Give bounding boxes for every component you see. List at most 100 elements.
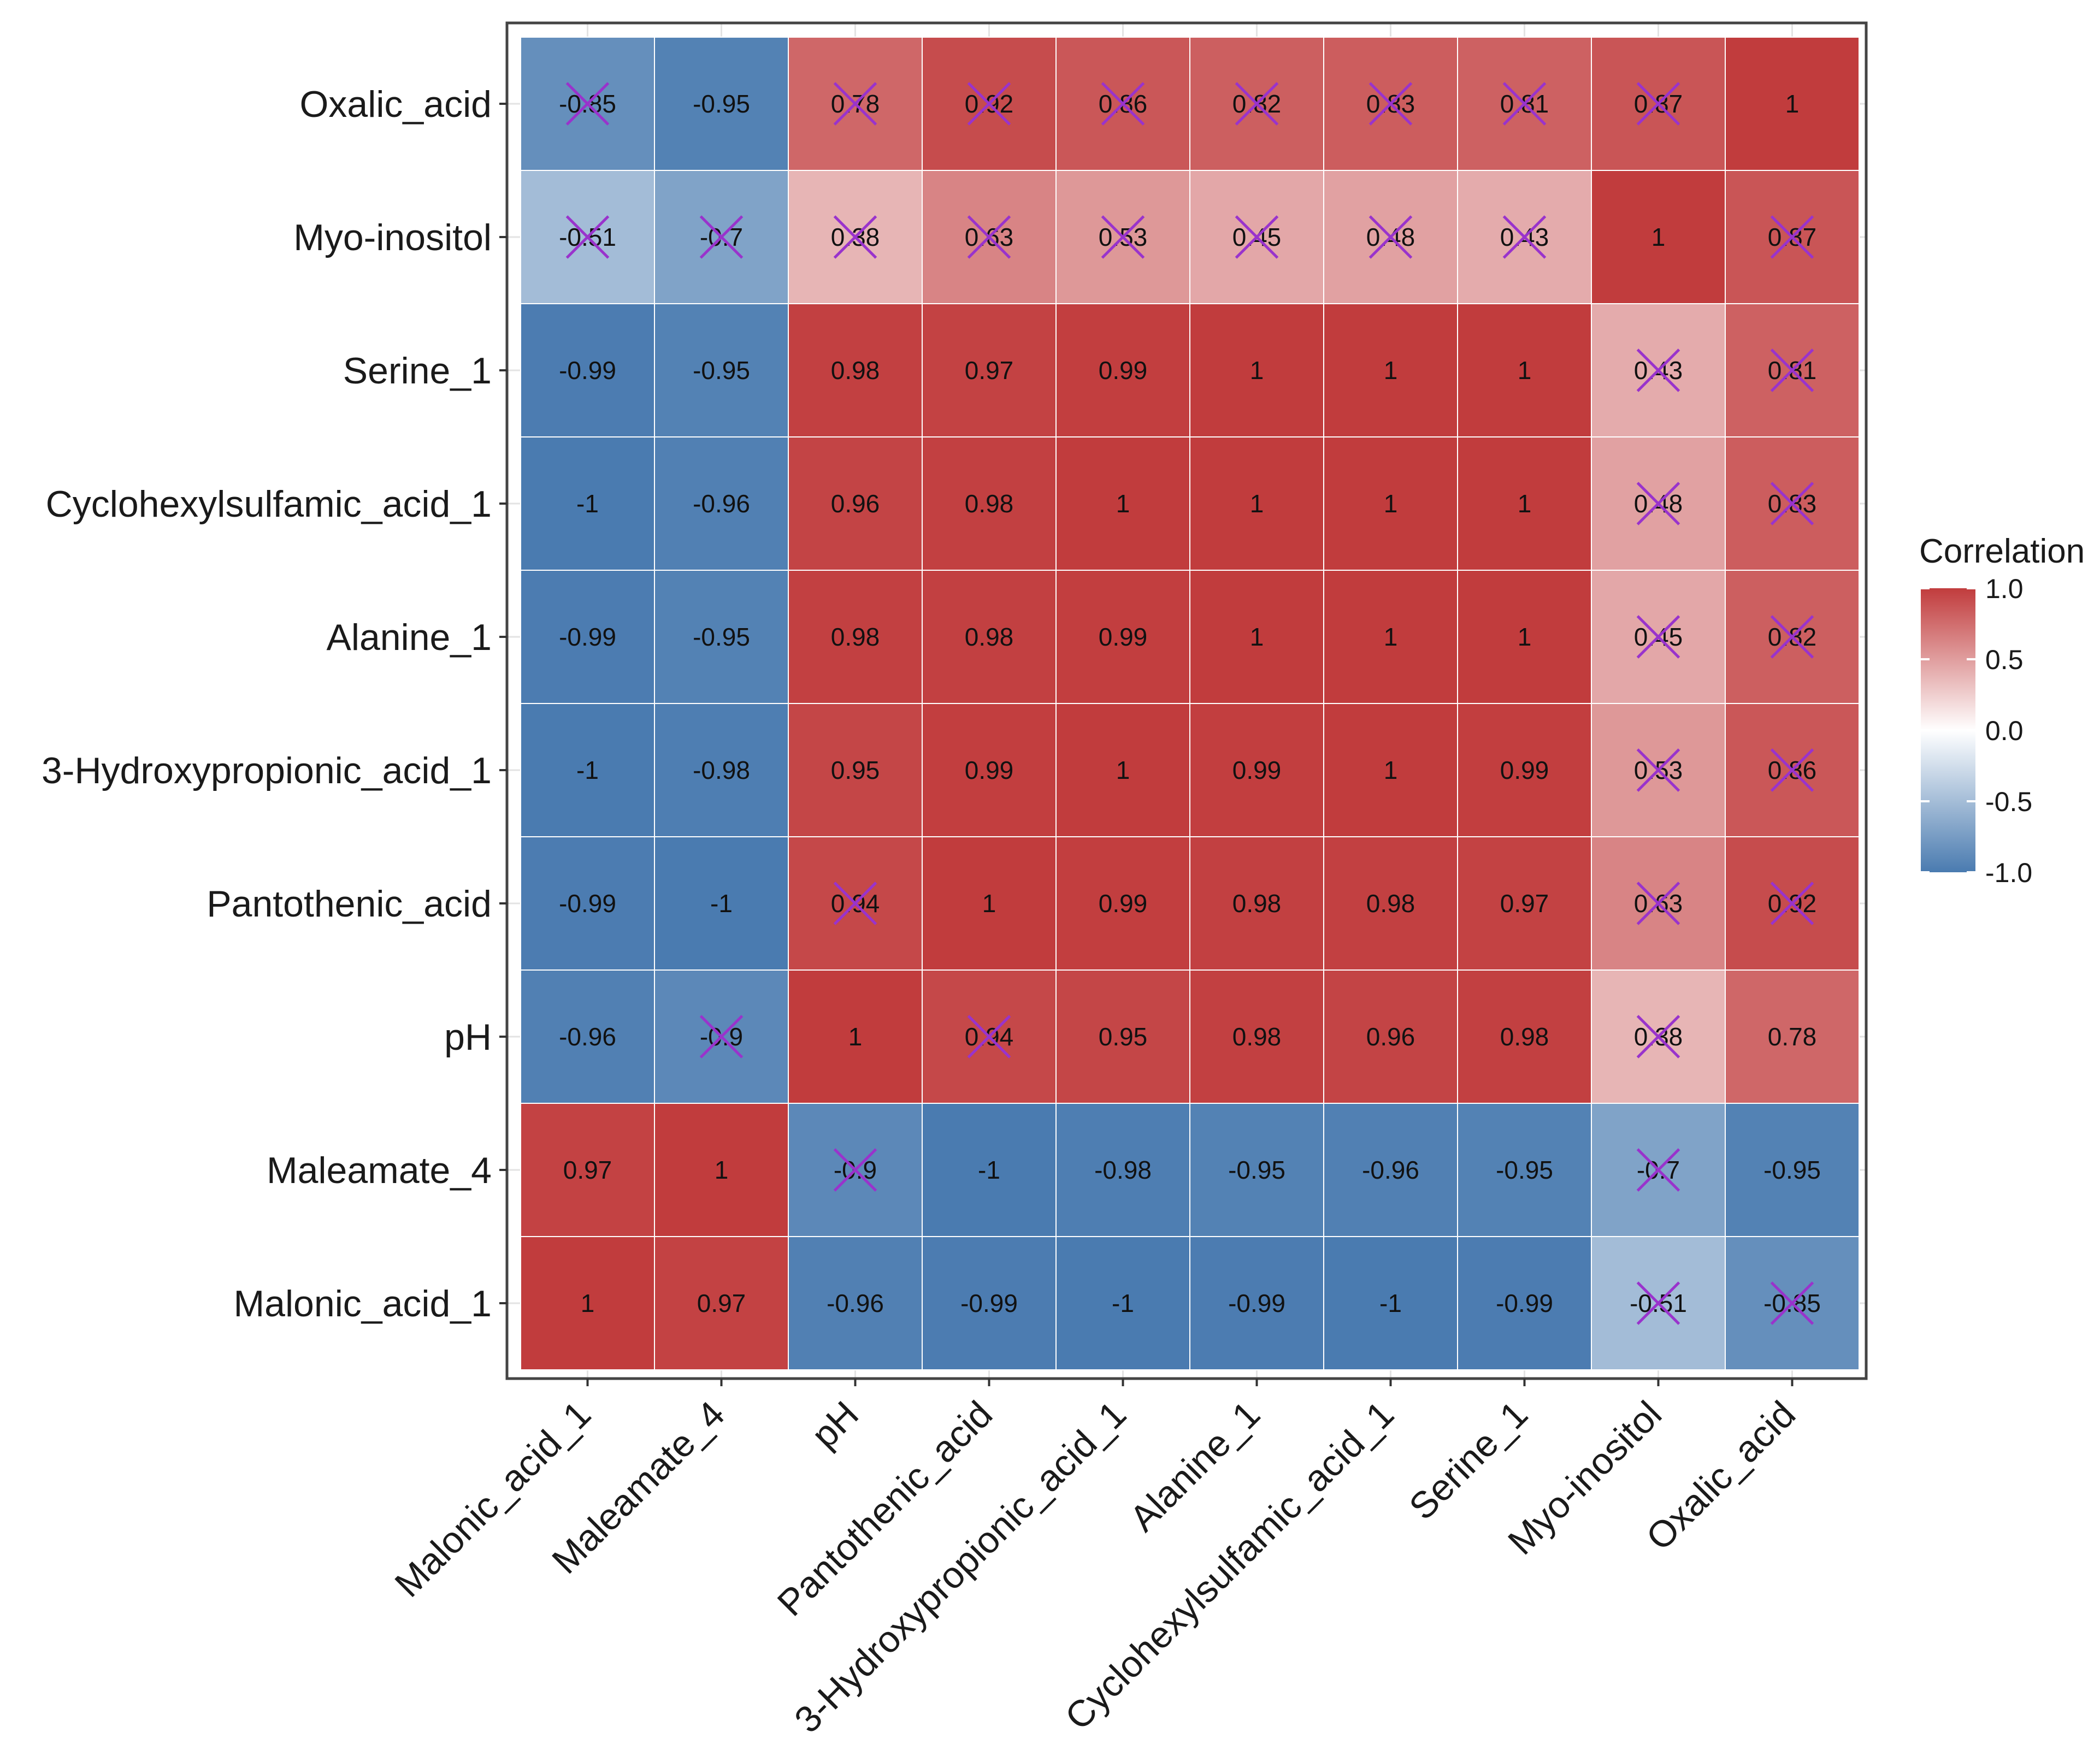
heatmap-cell bbox=[520, 836, 655, 971]
cell-label: 1 bbox=[1518, 356, 1532, 385]
cross-mark bbox=[1770, 215, 1814, 259]
cell-label: -0.95 bbox=[1496, 1156, 1553, 1184]
cross-mark bbox=[1770, 882, 1814, 925]
cross-mark bbox=[1636, 748, 1680, 792]
cross-mark bbox=[1636, 482, 1680, 525]
heatmap-cells bbox=[520, 37, 1860, 1370]
heatmap-cell bbox=[520, 303, 655, 437]
cell-label: -0.99 bbox=[1496, 1289, 1553, 1317]
heatmap-cell bbox=[1457, 37, 1592, 171]
cell-label: -0.95 bbox=[693, 623, 750, 651]
heatmap-cell bbox=[922, 1236, 1057, 1370]
heatmap-cell bbox=[922, 570, 1057, 704]
heatmap-cell bbox=[1055, 303, 1190, 437]
cell-label: -0.98 bbox=[1094, 1156, 1152, 1184]
cross-mark bbox=[699, 215, 744, 259]
cell-label: 0.98 bbox=[831, 356, 880, 385]
cell-label: -0.99 bbox=[960, 1289, 1018, 1317]
cell-label: 0.97 bbox=[563, 1156, 612, 1184]
cross-mark bbox=[699, 1015, 744, 1059]
cross-mark bbox=[1770, 348, 1814, 392]
cross-mark bbox=[1502, 82, 1547, 126]
legend-ticks: 1.0 0.5 0.0 -0.5 -1.0 bbox=[1921, 573, 2032, 888]
cell-label: 0.98 bbox=[831, 623, 880, 651]
cross-mark bbox=[833, 82, 877, 126]
cross-mark bbox=[967, 1015, 1011, 1059]
cell-label: 1 bbox=[1116, 756, 1130, 784]
heatmap-cell bbox=[1189, 703, 1324, 837]
cell-label: 0.97 bbox=[697, 1289, 746, 1317]
heatmap-cell bbox=[520, 436, 655, 571]
heatmap-cell bbox=[1323, 436, 1458, 571]
heatmap-cell bbox=[1457, 969, 1592, 1104]
cross-mark bbox=[1636, 882, 1680, 925]
cell-label: -0.96 bbox=[827, 1289, 884, 1317]
cell-label: 0.99 bbox=[1232, 756, 1282, 784]
heatmap-cell bbox=[654, 37, 789, 171]
cell-label: 0.78 bbox=[1768, 1022, 1817, 1051]
cell-label: 1 bbox=[1384, 623, 1398, 651]
cross-mark bbox=[1368, 215, 1413, 259]
cell-label: 1 bbox=[1250, 489, 1264, 518]
cell-label: 0.99 bbox=[965, 756, 1014, 784]
cross-mark bbox=[1101, 82, 1145, 126]
cross-mark bbox=[1636, 82, 1680, 126]
cell-label: 1 bbox=[1651, 223, 1666, 251]
cross-mark bbox=[967, 215, 1011, 259]
cell-label: -0.96 bbox=[693, 489, 750, 518]
cell-label: -0.96 bbox=[559, 1022, 616, 1051]
cell-label: -0.99 bbox=[559, 623, 616, 651]
cell-label: -0.95 bbox=[693, 90, 750, 118]
heatmap-cell bbox=[1457, 1103, 1592, 1237]
y-tick-label: Serine_1 bbox=[343, 350, 492, 392]
cell-label: 0.99 bbox=[1099, 889, 1148, 918]
heatmap-cell bbox=[1725, 37, 1860, 171]
heatmap-cell bbox=[520, 703, 655, 837]
cross-mark bbox=[833, 215, 877, 259]
heatmap-cell bbox=[1725, 969, 1860, 1104]
panel-border bbox=[505, 21, 1868, 1380]
heatmap-cell bbox=[1323, 969, 1458, 1104]
cross-mark bbox=[1770, 482, 1814, 525]
heatmap-cell bbox=[1457, 836, 1592, 971]
cross-mark bbox=[1235, 215, 1279, 259]
cross-mark bbox=[1368, 82, 1413, 126]
heatmap-cell bbox=[1189, 1236, 1324, 1370]
heatmap-cell bbox=[1591, 170, 1726, 304]
heatmap-cell bbox=[922, 836, 1057, 971]
heatmap-cell bbox=[1189, 170, 1324, 304]
cross-mark bbox=[1636, 615, 1680, 659]
legend-tick-label: -0.5 bbox=[1985, 787, 2032, 817]
cross-mark bbox=[1770, 1281, 1814, 1325]
cross-mark bbox=[565, 82, 610, 126]
cell-label: 1 bbox=[1518, 623, 1532, 651]
heatmap-cell bbox=[1055, 969, 1190, 1104]
heatmap-cell bbox=[520, 1103, 655, 1237]
legend-tick-label: 0.0 bbox=[1985, 716, 2024, 746]
cell-label: -0.95 bbox=[693, 356, 750, 385]
heatmap-cell bbox=[654, 1236, 789, 1370]
cross-mark bbox=[565, 215, 610, 259]
cross-mark bbox=[1235, 82, 1279, 126]
cell-label: -1 bbox=[1379, 1289, 1402, 1317]
cell-label: -1 bbox=[1112, 1289, 1134, 1317]
cross-mark bbox=[1101, 215, 1145, 259]
cell-label: 0.98 bbox=[965, 489, 1014, 518]
heatmap-cell bbox=[520, 969, 655, 1104]
cross-mark bbox=[833, 882, 877, 925]
cross-mark bbox=[1770, 615, 1814, 659]
cell-label: -1 bbox=[978, 1156, 1000, 1184]
heatmap-cell bbox=[654, 303, 789, 437]
cell-label: 0.95 bbox=[831, 756, 880, 784]
heatmap-cell bbox=[788, 303, 923, 437]
cell-label: 0.99 bbox=[1099, 356, 1148, 385]
cell-label: 1 bbox=[715, 1156, 729, 1184]
legend-title: Correlation bbox=[1919, 533, 2085, 570]
y-tick-label: Maleamate_4 bbox=[267, 1150, 492, 1191]
cell-label: -0.99 bbox=[559, 356, 616, 385]
cell-label: 0.96 bbox=[1366, 1022, 1415, 1051]
heatmap-cell bbox=[1055, 703, 1190, 837]
heatmap-cell bbox=[1055, 836, 1190, 971]
y-tick-label: Oxalic_acid bbox=[300, 84, 492, 125]
